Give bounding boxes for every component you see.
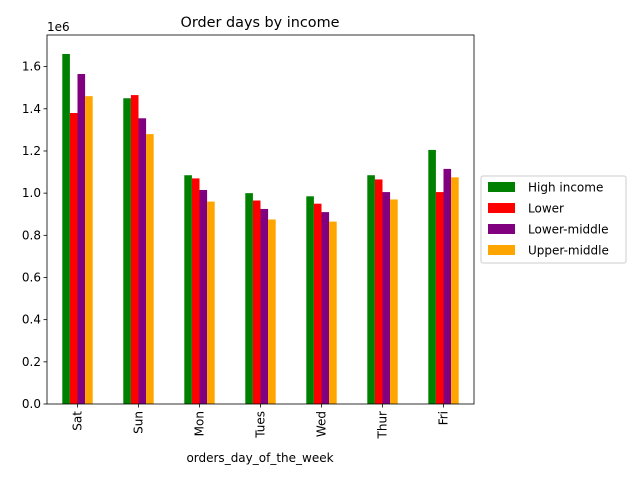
legend-label: Lower-middle: [528, 223, 608, 237]
legend-swatch: [488, 224, 515, 234]
x-tick-label-fri: Fri: [437, 411, 451, 425]
x-tick-label-wed: Wed: [315, 411, 329, 437]
bar-thur-lower: [374, 179, 383, 404]
y-tick-label: 1.6: [22, 60, 41, 74]
bar-mon-lower-middle: [199, 189, 208, 404]
bar-fri-upper-middle: [451, 177, 459, 404]
bar-sat-high-income: [62, 53, 70, 404]
bar-sat-lower-middle: [77, 74, 86, 404]
bar-sat-upper-middle: [85, 96, 93, 405]
y-tick-label: 1.4: [22, 102, 41, 116]
y-tick-label: 0.0: [22, 397, 41, 411]
x-axis-label: orders_day_of_the_week: [186, 451, 333, 465]
x-tick-label-thur: Thur: [376, 411, 390, 440]
bar-wed-upper-middle: [329, 221, 337, 404]
bar-mon-high-income: [184, 175, 192, 404]
bar-fri-lower-middle: [443, 168, 452, 404]
y-tick-label: 0.8: [22, 228, 41, 242]
y-tick-label: 1.2: [22, 144, 41, 158]
y-tick-label: 0.6: [22, 270, 41, 284]
bar-sun-high-income: [123, 98, 131, 404]
legend-swatch: [488, 182, 515, 192]
bar-sun-lower: [130, 95, 139, 404]
bar-sat-lower: [69, 113, 78, 404]
bar-sun-lower-middle: [138, 118, 147, 404]
legend-label: Lower: [528, 202, 564, 216]
bar-wed-lower-middle: [321, 212, 330, 404]
x-tick-label-sun: Sun: [132, 411, 146, 434]
bar-tues-lower: [252, 200, 261, 404]
bars-group: [62, 53, 459, 405]
bar-mon-lower: [191, 178, 200, 404]
x-tick-label-sat: Sat: [71, 411, 85, 431]
bar-sun-upper-middle: [146, 134, 154, 405]
y-tick-label: 0.2: [22, 355, 41, 369]
x-tick-label-tues: Tues: [254, 411, 268, 439]
chart-title: Order days by income: [181, 15, 340, 31]
legend-label: Upper-middle: [528, 244, 609, 258]
bar-thur-lower-middle: [382, 192, 391, 404]
legend-box: [480, 175, 627, 264]
legend-swatch: [488, 203, 515, 213]
legend-label: High income: [528, 181, 603, 195]
bar-tues-high-income: [245, 193, 253, 404]
bar-wed-lower: [313, 203, 322, 404]
bar-fri-high-income: [428, 149, 436, 404]
bar-tues-lower-middle: [260, 208, 269, 404]
bar-thur-high-income: [367, 175, 375, 404]
bar-tues-upper-middle: [268, 219, 276, 404]
y-axis: 0.0 0.2 0.4 0.6 0.8 1.0 1.2 1.4 1.6: [22, 60, 47, 411]
plot-frame: [46, 34, 475, 405]
bar-mon-upper-middle: [207, 201, 215, 404]
legend: High income Lower Lower-middle Upper-middle: [480, 175, 627, 264]
bar-thur-upper-middle: [390, 199, 398, 404]
y-tick-label: 1.0: [22, 186, 41, 200]
bar-wed-high-income: [306, 196, 314, 404]
y-axis-offset-label: 1e6: [47, 20, 70, 34]
bar-fri-lower: [435, 192, 444, 404]
legend-swatch: [488, 245, 515, 255]
x-tick-label-mon: Mon: [193, 411, 207, 436]
x-axis: Sat Sun Mon Tues Wed Thur Fri: [71, 404, 451, 439]
y-tick-label: 0.4: [22, 313, 41, 327]
